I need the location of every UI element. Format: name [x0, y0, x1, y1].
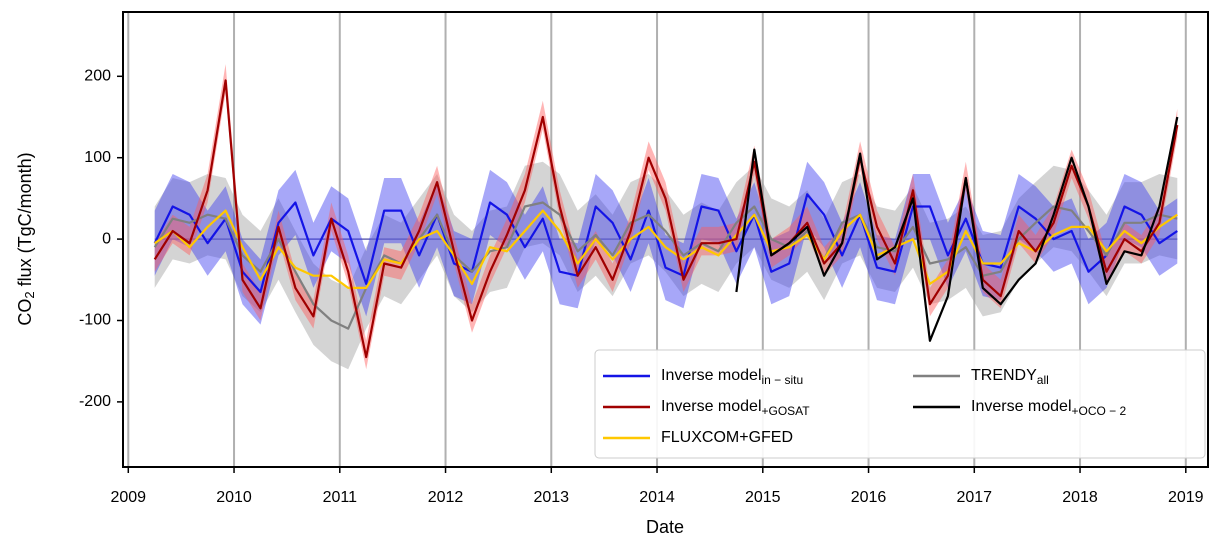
- y-label-subscript: 2: [22, 291, 37, 298]
- x-tick-label: 2013: [533, 489, 569, 506]
- y-axis-label: CO2 flux (TgC/month): [15, 152, 38, 325]
- x-tick-label: 2018: [1062, 489, 1098, 506]
- series-line: [153, 201, 1178, 330]
- legend-label: Inverse modelin − situ: [661, 367, 803, 387]
- plot-frame: [122, 11, 1209, 468]
- y-tick-label: 0: [102, 230, 111, 247]
- legend-label: Inverse model+OCO − 2: [971, 398, 1127, 418]
- x-tick-label: 2012: [428, 489, 464, 506]
- y-tick-label: 200: [84, 68, 111, 85]
- legend-subscript: in − situ: [762, 373, 804, 387]
- x-axis-label: Date: [646, 517, 684, 537]
- x-tick-label: 2019: [1168, 489, 1204, 506]
- legend-subscript: +OCO − 2: [1072, 404, 1127, 418]
- x-tick-label: 2009: [110, 489, 146, 506]
- series-line: [153, 79, 1179, 359]
- y-label-part: flux (TgC/month): [15, 152, 35, 291]
- legend-subscript: all: [1037, 373, 1049, 387]
- y-tick-label: -100: [79, 312, 111, 329]
- legend-name: FLUXCOM+GFED: [661, 429, 793, 446]
- series-line: [735, 116, 1179, 342]
- x-tick-label: 2015: [745, 489, 781, 506]
- legend-label: FLUXCOM+GFED: [661, 429, 793, 446]
- uncertainty-band: [154, 161, 1178, 325]
- legend-name: TRENDY: [971, 367, 1037, 384]
- legend-name: Inverse model: [971, 398, 1072, 415]
- legend-box: [594, 349, 1206, 459]
- x-tick-label: 2017: [956, 489, 992, 506]
- x-tick-label: 2010: [216, 489, 252, 506]
- legend-name: Inverse model: [661, 367, 762, 384]
- series-line: [154, 209, 1178, 289]
- legend-label: TRENDYall: [971, 367, 1049, 387]
- y-tick-label: 100: [84, 149, 111, 166]
- y-tick-label: -200: [79, 393, 111, 410]
- x-tick-label: 2011: [323, 489, 358, 506]
- series-line: [153, 193, 1178, 294]
- legend-name: Inverse model: [661, 398, 762, 415]
- x-tick-label: 2016: [851, 489, 887, 506]
- y-label-part: CO: [15, 299, 35, 326]
- x-tick-label: 2014: [639, 489, 675, 506]
- legend-subscript: +GOSAT: [762, 404, 811, 418]
- legend-label: Inverse model+GOSAT: [661, 398, 810, 418]
